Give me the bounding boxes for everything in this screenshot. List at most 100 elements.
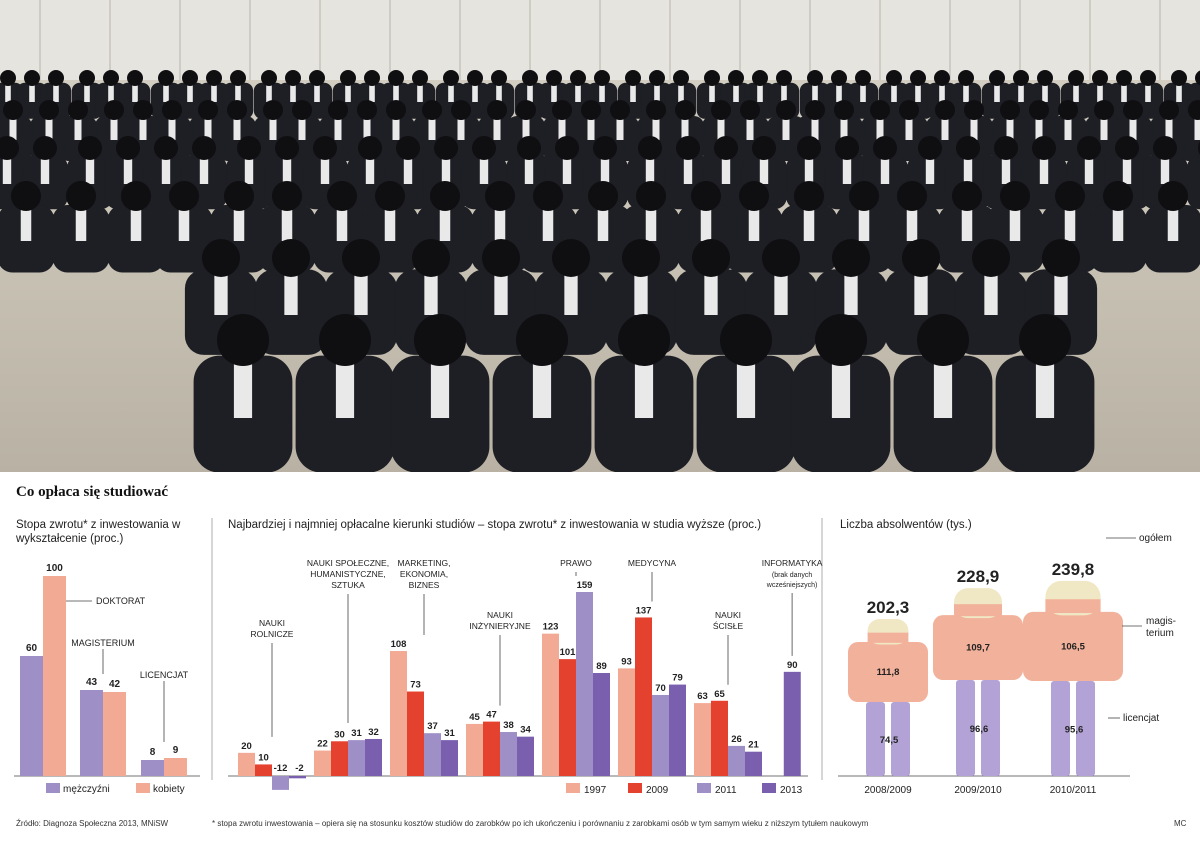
student-head [636,181,666,211]
chart2-bar [694,703,711,776]
chart2-bar [635,617,652,776]
student-head [1195,70,1200,86]
chart2-value-label: 90 [787,660,798,671]
student-head [485,181,515,211]
student-shirt [430,360,450,418]
student-head [752,136,776,160]
student-shirt [575,84,581,102]
student-shirt [645,157,655,184]
student-shirt [403,157,413,184]
student-head [375,181,405,211]
chart3-body [1023,611,1123,682]
chart2-value-label: 65 [714,689,725,700]
student-head [625,70,641,86]
student-head [230,70,246,86]
chart1-legend-swatch [46,783,60,793]
student-head [570,70,586,86]
student-head [886,70,902,86]
student-shirt [123,157,133,184]
student-head [451,100,471,120]
chart2-value-label: 101 [560,647,577,658]
student-shirt [161,157,171,184]
student-head [327,181,357,211]
chart2-value-label: 38 [503,720,514,731]
student-shirt [282,157,292,184]
student-head [1019,314,1071,366]
student-head [169,181,199,211]
student-shirt [392,118,400,140]
student-shirt [736,360,756,418]
student-shirt [831,360,851,418]
student-head [805,100,825,120]
chart3-body [933,615,1023,681]
chart3-licencjat-value: 96,6 [970,724,989,735]
student-head [902,239,940,277]
student-shirt [925,157,935,184]
chart2-bar [255,764,272,776]
chart2-legend-swatch [628,783,642,793]
student-shirt [108,84,114,102]
chart1-value-label: 60 [26,643,38,654]
student-shirt [1084,157,1094,184]
student-head [1032,136,1056,160]
student-head [227,100,247,120]
chart3-total-value: 228,9 [957,567,1000,586]
chart1-value-label: 100 [46,563,63,574]
student-head [610,100,630,120]
student-shirt [836,84,842,102]
student-shirt [314,84,320,102]
chart3-neck [954,604,1002,617]
chart2-legend-label: 2009 [646,785,669,796]
student-head [711,100,731,120]
chart1-bar [43,576,66,776]
chart2-category-label: INŻYNIERYJNE [469,621,531,631]
student-head [33,136,57,160]
infographic-title: Co opłaca się studiować [16,484,169,500]
chart3-year-label: 2009/2010 [954,785,1002,796]
chart1-bar [103,692,126,776]
student-shirt [915,84,921,102]
student-head [202,239,240,277]
student-head [807,70,823,86]
chart2-bar [441,740,458,776]
student-head [491,70,507,86]
student-head [870,100,890,120]
student-head [292,100,312,120]
student-shirt [233,208,245,241]
student-shirt [527,84,533,102]
chart3-magisterium-value: 106,5 [1061,641,1085,652]
student-shirt [336,208,348,241]
student-head [964,100,984,120]
student-shirt [1042,84,1048,102]
chart2-value-label: 20 [241,741,252,752]
student-head [835,136,859,160]
student-head [127,70,143,86]
student-shirt [781,84,787,102]
student-shirt [748,208,760,241]
student-shirt [365,157,375,184]
student-shirt [551,84,557,102]
chart3-leg [866,702,885,776]
student-shirt [1073,84,1079,102]
student-head [675,100,695,120]
student-shirt [235,84,241,102]
chart2-category-label: INFORMATYKA [762,558,823,568]
student-shirt [782,118,790,140]
student-shirt [281,208,293,241]
student-shirt [320,157,330,184]
student-head [1153,136,1177,160]
student-shirt [266,84,272,102]
student-head [79,70,95,86]
student-shirt [211,84,217,102]
student-head [714,136,738,160]
chart2-value-label: 30 [334,729,345,740]
student-shirt [290,84,296,102]
student-head [78,136,102,160]
student-head [552,239,590,277]
student-head [261,70,277,86]
chart2-category-note: wcześniejszych) [766,582,818,589]
student-head [516,100,536,120]
chart3-leg [891,702,910,776]
student-shirt [891,84,897,102]
student-head [952,181,982,211]
